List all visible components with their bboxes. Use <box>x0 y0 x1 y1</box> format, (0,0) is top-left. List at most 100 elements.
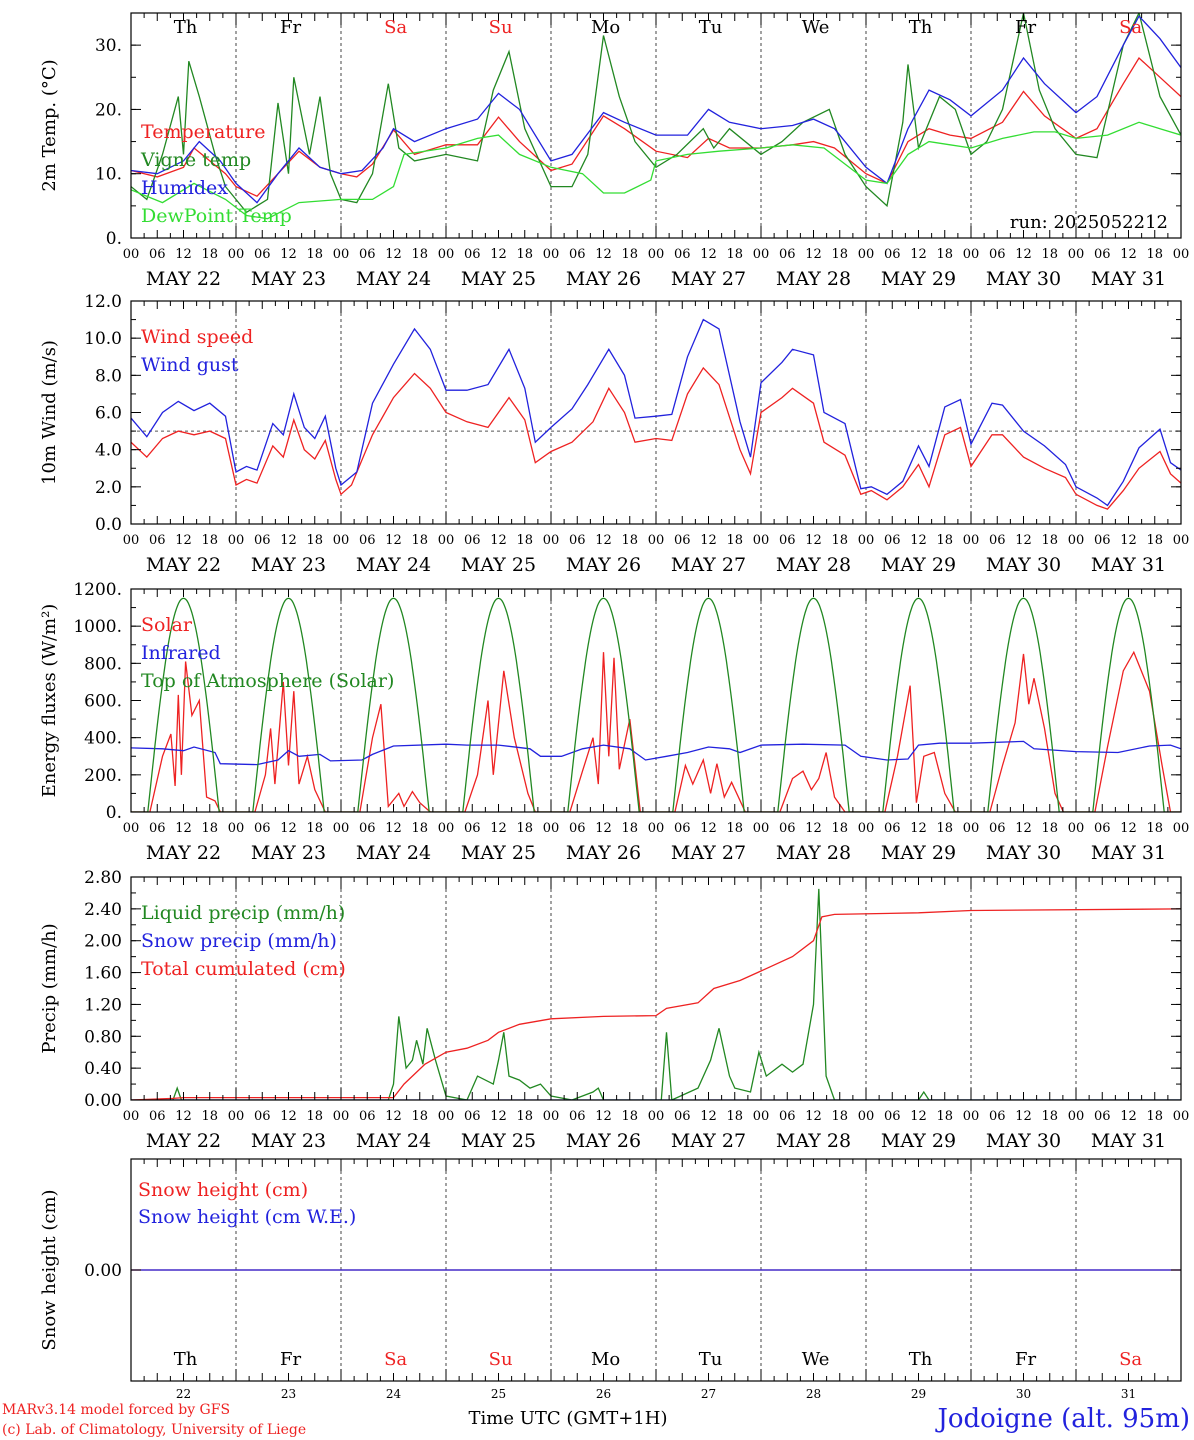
hour-tick-label: 06 <box>779 821 796 836</box>
hour-tick-label: 06 <box>884 1109 901 1124</box>
hour-tick-label: 06 <box>569 533 586 548</box>
day-number-label: 31 <box>1121 1387 1136 1401</box>
hour-tick-label: 00 <box>228 1109 245 1124</box>
hour-tick-label: 06 <box>569 821 586 836</box>
date-label: MAY 27 <box>671 268 746 290</box>
legend-entry: Snow height (cm) <box>138 1179 308 1201</box>
y-tick-label: 2.40 <box>84 900 122 920</box>
legend-entry: Wind speed <box>141 326 253 348</box>
date-label: MAY 24 <box>356 268 431 290</box>
series-line <box>131 650 1181 812</box>
date-label: MAY 25 <box>461 554 536 576</box>
hour-tick-label: 18 <box>726 247 743 262</box>
hour-tick-label: 12 <box>490 533 507 548</box>
hour-tick-label: 00 <box>333 1109 350 1124</box>
date-label: MAY 28 <box>776 1130 851 1152</box>
hour-tick-label: 18 <box>411 1109 428 1124</box>
date-label: MAY 30 <box>986 554 1061 576</box>
hour-tick-label: 00 <box>963 821 980 836</box>
hour-tick-label: 06 <box>359 821 376 836</box>
day-number-label: 28 <box>806 1387 821 1401</box>
date-label: MAY 24 <box>356 842 431 864</box>
hour-tick-label: 00 <box>1173 533 1190 548</box>
hour-tick-label: 00 <box>123 1109 140 1124</box>
hour-tick-label: 18 <box>201 1109 218 1124</box>
hour-tick-label: 18 <box>516 1109 533 1124</box>
hour-tick-label: 06 <box>254 1109 271 1124</box>
date-label: MAY 26 <box>566 1130 641 1152</box>
series-line <box>131 15 1181 204</box>
hour-tick-label: 12 <box>1120 247 1137 262</box>
legend-entry: Vigne temp <box>140 149 251 171</box>
hour-tick-label: 18 <box>726 1109 743 1124</box>
hour-tick-label: 12 <box>910 247 927 262</box>
legend-entry: DewPoint Temp <box>141 205 292 227</box>
day-number-label: 30 <box>1016 1387 1031 1401</box>
legend-entry: Snow height (cm W.E.) <box>138 1206 356 1228</box>
series-line <box>131 597 1181 812</box>
hour-tick-label: 12 <box>1120 821 1137 836</box>
hour-tick-label: 12 <box>805 247 822 262</box>
date-label: MAY 24 <box>356 1130 431 1152</box>
y-tick-label: 4.0 <box>95 441 122 461</box>
hour-tick-label: 12 <box>175 247 192 262</box>
day-number-label: 27 <box>701 1387 716 1401</box>
hour-tick-label: 06 <box>1094 247 1111 262</box>
hour-tick-label: 18 <box>516 533 533 548</box>
date-label: MAY 22 <box>146 554 221 576</box>
series-group <box>131 597 1181 812</box>
date-label: MAY 26 <box>566 842 641 864</box>
date-label: MAY 25 <box>461 1130 536 1152</box>
hour-tick-label: 18 <box>411 821 428 836</box>
hour-tick-label: 00 <box>648 533 665 548</box>
hour-tick-label: 00 <box>963 1109 980 1124</box>
hour-tick-label: 18 <box>516 247 533 262</box>
hour-tick-label: 18 <box>201 533 218 548</box>
y-axis-label: Precip (mm/h) <box>39 923 60 1053</box>
hour-tick-label: 12 <box>1015 1109 1032 1124</box>
hour-tick-label: 06 <box>674 1109 691 1124</box>
hour-tick-label: 00 <box>753 247 770 262</box>
hour-tick-label: 00 <box>123 821 140 836</box>
hour-tick-label: 18 <box>1041 533 1058 548</box>
hour-tick-label: 12 <box>805 821 822 836</box>
date-label: MAY 28 <box>776 268 851 290</box>
date-label: MAY 28 <box>776 842 851 864</box>
date-label: MAY 29 <box>881 554 956 576</box>
legend-entry: Liquid precip (mm/h) <box>141 902 345 924</box>
hour-tick-label: 00 <box>123 247 140 262</box>
hour-tick-label: 00 <box>438 1109 455 1124</box>
y-tick-label: 6.0 <box>95 404 122 424</box>
series-group <box>131 318 1181 510</box>
hour-tick-label: 12 <box>280 1109 297 1124</box>
day-number-label: 26 <box>596 1387 611 1401</box>
y-axis-label: 10m Wind (m/s) <box>39 340 60 485</box>
hour-tick-label: 12 <box>910 821 927 836</box>
hour-tick-label: 12 <box>1015 247 1032 262</box>
hour-tick-label: 00 <box>858 1109 875 1124</box>
y-axis-label: Snow height (cm) <box>39 1189 60 1350</box>
hour-tick-label: 06 <box>149 821 166 836</box>
y-tick-label: 2.80 <box>84 868 122 888</box>
hour-tick-label: 12 <box>385 1109 402 1124</box>
hour-tick-label: 12 <box>280 821 297 836</box>
hour-tick-label: 00 <box>543 533 560 548</box>
date-label: MAY 31 <box>1091 842 1166 864</box>
weekday-label: Th <box>909 1349 933 1370</box>
station-label: Jodoigne (alt. 95m) <box>934 1404 1190 1434</box>
weekday-label: Su <box>489 17 513 38</box>
date-label: MAY 29 <box>881 842 956 864</box>
date-label: MAY 28 <box>776 554 851 576</box>
weekday-label: Th <box>909 17 933 38</box>
hour-tick-label: 06 <box>989 1109 1006 1124</box>
weekday-label: Sa <box>1119 1349 1142 1370</box>
hour-tick-label: 06 <box>359 1109 376 1124</box>
y-tick-label: 0.00 <box>84 1261 122 1281</box>
hour-tick-label: 12 <box>1015 533 1032 548</box>
hour-tick-label: 18 <box>936 1109 953 1124</box>
series-line <box>131 56 1181 197</box>
series-line <box>131 121 1181 220</box>
hour-tick-label: 18 <box>1146 247 1163 262</box>
hour-tick-label: 18 <box>516 821 533 836</box>
hour-tick-label: 06 <box>464 533 481 548</box>
